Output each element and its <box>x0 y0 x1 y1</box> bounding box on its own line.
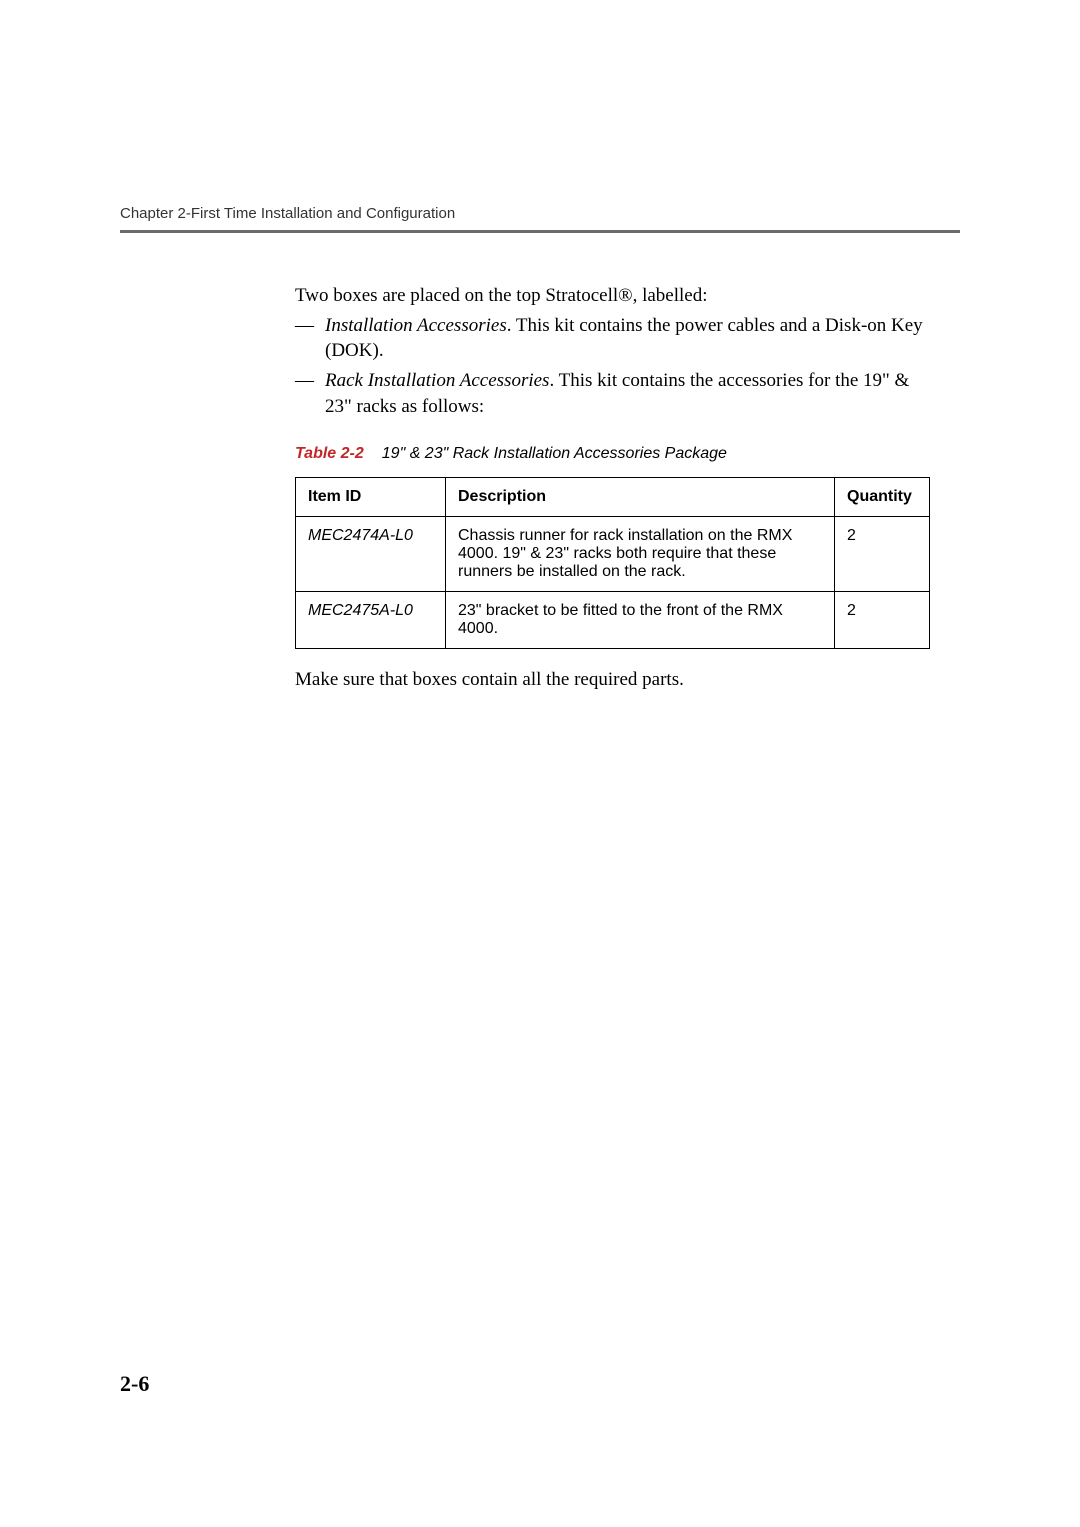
bullet-lead: Installation Accessories <box>325 315 507 336</box>
table-row: MEC2475A-L0 23" bracket to be fitted to … <box>296 592 930 649</box>
bullet-lead: Rack Installation Accessories <box>325 370 549 391</box>
page-number: 2-6 <box>120 1371 149 1397</box>
bullet-text: Rack Installation Accessories. This kit … <box>325 368 930 419</box>
cell-itemid: MEC2474A-L0 <box>296 517 446 592</box>
table-caption-text: 19" & 23" Rack Installation Accessories … <box>382 445 727 462</box>
bullet-item: — Installation Accessories. This kit con… <box>295 313 930 364</box>
bullet-text: Installation Accessories. This kit conta… <box>325 313 930 364</box>
table-header-row: Item ID Description Quantity <box>296 478 930 517</box>
cell-description: 23" bracket to be fitted to the front of… <box>446 592 835 649</box>
header-rule <box>120 230 960 233</box>
bullet-dash: — <box>295 368 325 419</box>
col-header-description: Description <box>446 478 835 517</box>
table-row: MEC2474A-L0 Chassis runner for rack inst… <box>296 517 930 592</box>
col-header-quantity: Quantity <box>835 478 930 517</box>
table-caption: Table 2-2 19" & 23" Rack Installation Acc… <box>295 445 930 463</box>
content-block: Two boxes are placed on the top Stratoce… <box>295 283 930 693</box>
cell-description: Chassis runner for rack installation on … <box>446 517 835 592</box>
table-caption-label: Table 2-2 <box>295 445 364 462</box>
page-header: Chapter 2-First Time Installation and Co… <box>120 205 960 222</box>
bullet-dash: — <box>295 313 325 364</box>
cell-quantity: 2 <box>835 517 930 592</box>
cell-itemid: MEC2475A-L0 <box>296 592 446 649</box>
closing-paragraph: Make sure that boxes contain all the req… <box>295 667 930 693</box>
document-page: Chapter 2-First Time Installation and Co… <box>0 0 1080 1527</box>
col-header-itemid: Item ID <box>296 478 446 517</box>
accessories-table: Item ID Description Quantity MEC2474A-L0… <box>295 477 930 649</box>
cell-quantity: 2 <box>835 592 930 649</box>
intro-paragraph: Two boxes are placed on the top Stratoce… <box>295 283 930 309</box>
bullet-item: — Rack Installation Accessories. This ki… <box>295 368 930 419</box>
